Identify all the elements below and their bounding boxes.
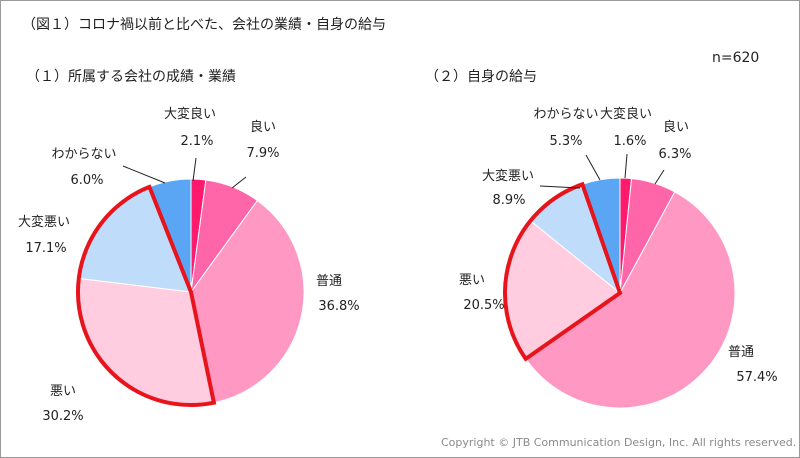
- pie-1-value-label-bad: 30.2%: [42, 409, 83, 424]
- pie-2-category-label-very-bad: 大変悪い: [482, 168, 534, 184]
- pie-2-category-label-good: 良い: [663, 119, 689, 135]
- sample-size-label: n=620: [712, 50, 760, 66]
- pie-2-leader-line-very-bad: [539, 185, 581, 189]
- pie-1-category-label-very-bad: 大変悪い: [18, 214, 70, 230]
- pie-1-category-label-unknown: わからない: [51, 147, 116, 162]
- pie-1-value-label-very-good: 2.1%: [180, 134, 213, 149]
- pie-2-leader-line-good: [654, 169, 665, 185]
- pie-1-value-label-normal: 36.8%: [318, 299, 359, 314]
- pie-2-leader-line-unknown: [585, 154, 601, 181]
- pie-2-category-label-very-good: 大変良い: [600, 106, 652, 122]
- pie-2-leader-line-very-good: [624, 153, 628, 179]
- pie-1-leader-line-unknown: [122, 165, 166, 184]
- pie-chart-own-salary: 大変良い 1.6% 良い 6.3% 普通 57.4% 悪い 20.5% 大変悪い 8.9% わからな…: [459, 106, 778, 409]
- copyright-notice: Copyright © JTB Communication Design, In…: [441, 436, 797, 449]
- pie-1-category-label-bad: 悪い: [50, 384, 76, 399]
- pie-2-value-label-very-bad: 8.9%: [492, 193, 525, 208]
- pie-2-value-label-normal: 57.4%: [736, 370, 777, 385]
- chart-2-title: （２）自身の給与: [425, 69, 537, 85]
- pie-2-value-label-bad: 20.5%: [463, 298, 504, 313]
- pie-1-category-label-very-good: 大変良い: [164, 106, 216, 122]
- pie-2-value-label-very-good: 1.6%: [613, 134, 646, 149]
- pie-1-value-label-good: 7.9%: [246, 146, 279, 161]
- pie-2-category-label-bad: 悪い: [459, 273, 485, 288]
- pie-1-highlight-outline: [76, 184, 217, 407]
- pie-1-category-label-normal: 普通: [316, 274, 342, 289]
- pie-1-value-label-unknown: 6.0%: [70, 173, 103, 188]
- pie-1-slice-normal: [190, 199, 305, 404]
- pie-2-category-label-unknown: わからない: [533, 107, 598, 122]
- pie-1-value-label-very-bad: 17.1%: [25, 241, 66, 256]
- pie-2-value-label-unknown: 5.3%: [549, 134, 582, 149]
- chart-1-title: （１）所属する会社の成績・業績: [26, 69, 236, 85]
- pie-2-category-label-normal: 普通: [728, 345, 754, 360]
- pie-2-highlight-outline: [503, 181, 623, 362]
- pie-1-leader-line-good: [231, 176, 247, 189]
- pie-2-slice-normal: [525, 191, 736, 409]
- pie-1-category-label-good: 良い: [250, 119, 276, 135]
- pie-2-value-label-good: 6.3%: [658, 147, 691, 162]
- pie-chart-company-performance: 大変良い 2.1% 良い 7.9% 普通 36.8% 悪い 30.2% 大変悪い 17.1% わから…: [18, 106, 360, 424]
- figure-title: （図１）コロナ禍以前と比べた、会社の業績・自身の給与: [22, 17, 386, 33]
- pie-1-leader-line-very-good: [192, 157, 197, 182]
